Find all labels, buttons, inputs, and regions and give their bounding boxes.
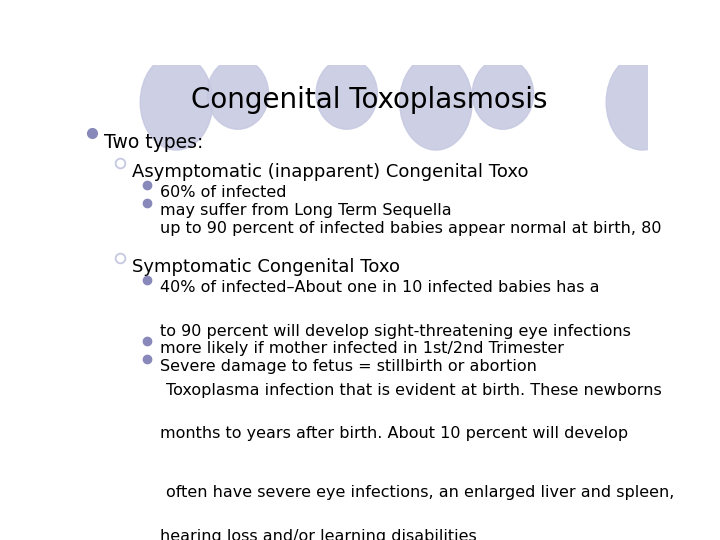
Text: Asymptomatic (inapparent) Congenital Toxo: Asymptomatic (inapparent) Congenital Tox… — [132, 163, 528, 181]
Text: often have severe eye infections, an enlarged liver and spleen,: often have severe eye infections, an enl… — [166, 485, 675, 501]
Text: up to 90 percent of infected babies appear normal at birth, 80: up to 90 percent of infected babies appe… — [160, 221, 661, 236]
Ellipse shape — [472, 58, 534, 129]
Text: Symptomatic Congenital Toxo: Symptomatic Congenital Toxo — [132, 258, 400, 276]
Ellipse shape — [606, 55, 679, 150]
Text: Toxoplasma infection that is evident at birth. These newborns: Toxoplasma infection that is evident at … — [166, 382, 662, 397]
Text: to 90 percent will develop sight-threatening eye infections: to 90 percent will develop sight-threate… — [160, 323, 631, 339]
Text: may suffer from Long Term Sequella: may suffer from Long Term Sequella — [160, 203, 451, 218]
Text: hearing loss and/or learning disabilities: hearing loss and/or learning disabilitie… — [160, 529, 477, 540]
Ellipse shape — [207, 58, 269, 129]
Text: Two types:: Two types: — [104, 133, 203, 152]
Text: Severe damage to fetus = stillbirth or abortion: Severe damage to fetus = stillbirth or a… — [160, 359, 536, 374]
Text: 60% of infected: 60% of infected — [160, 185, 287, 200]
Ellipse shape — [400, 55, 472, 150]
Text: 40% of infected–About one in 10 infected babies has a: 40% of infected–About one in 10 infected… — [160, 280, 599, 295]
Text: Congenital Toxoplasmosis: Congenital Toxoplasmosis — [191, 86, 547, 114]
Ellipse shape — [316, 58, 377, 129]
Text: more likely if mother infected in 1st/2nd Trimester: more likely if mother infected in 1st/2n… — [160, 341, 564, 356]
Text: months to years after birth. About 10 percent will develop: months to years after birth. About 10 pe… — [160, 427, 628, 441]
Ellipse shape — [140, 55, 213, 150]
